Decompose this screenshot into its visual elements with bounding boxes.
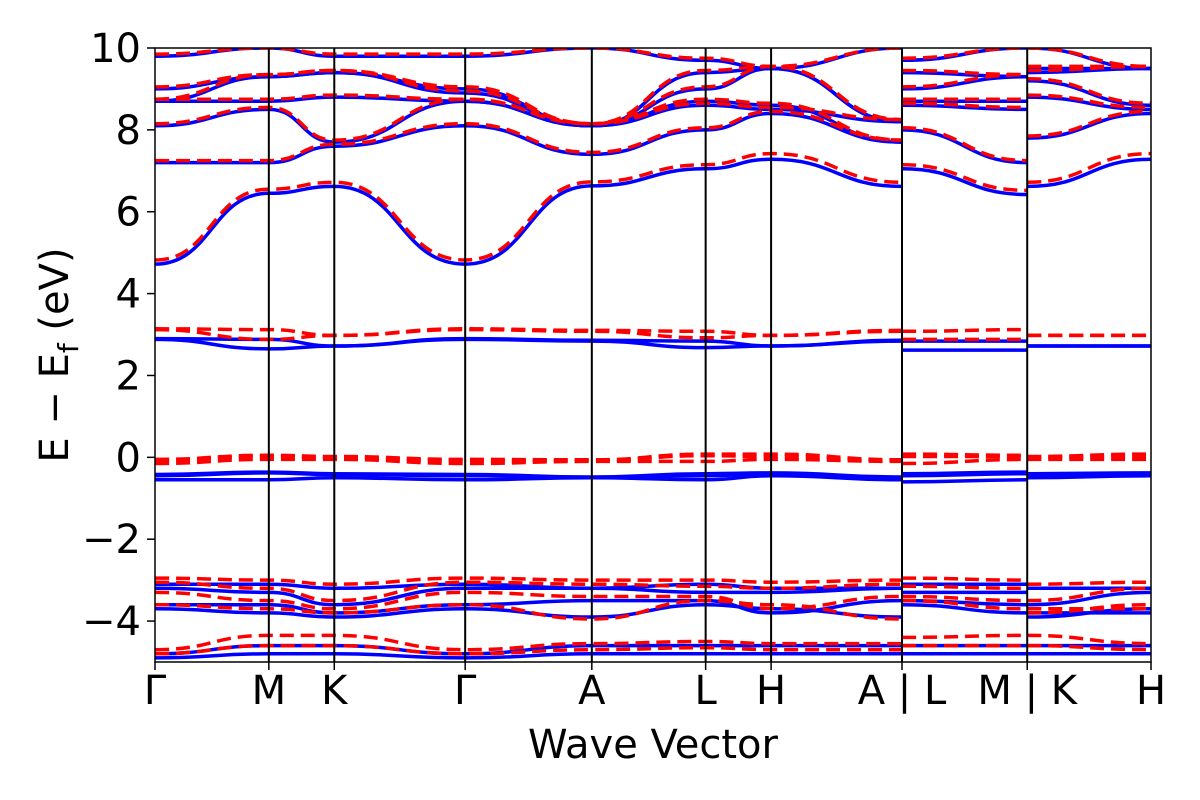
band-line bbox=[901, 594, 1028, 603]
band-line bbox=[1027, 111, 1151, 140]
band-line bbox=[1027, 93, 1151, 110]
x-tick-label: M bbox=[252, 668, 287, 714]
band-line bbox=[901, 576, 1028, 582]
band-line bbox=[155, 66, 903, 128]
y-tick-label: 2 bbox=[116, 353, 141, 399]
band-line bbox=[901, 602, 1028, 615]
band-line bbox=[901, 584, 1028, 591]
band-line bbox=[901, 598, 1028, 607]
band-line bbox=[1027, 643, 1151, 652]
band-line bbox=[155, 590, 903, 611]
y-axis-label: E − Ef (eV) bbox=[32, 247, 85, 462]
band-line bbox=[1027, 586, 1151, 603]
band-line bbox=[155, 586, 903, 607]
x-tick-label: L bbox=[694, 668, 717, 714]
band-line bbox=[155, 652, 902, 660]
x-tick-label: Γ bbox=[144, 668, 167, 714]
band-line bbox=[901, 128, 1028, 165]
y-tick-label: 10 bbox=[90, 26, 141, 72]
band-line bbox=[1027, 602, 1151, 615]
y-axis-label-suffix: (eV) bbox=[32, 247, 78, 343]
band-line bbox=[901, 470, 1028, 476]
band-line bbox=[1027, 471, 1151, 476]
y-tick-label: −2 bbox=[82, 517, 141, 563]
band-line bbox=[155, 93, 903, 142]
band-line bbox=[901, 162, 1028, 193]
band-line bbox=[155, 643, 902, 656]
band-line bbox=[155, 457, 903, 466]
band-line bbox=[901, 103, 1028, 112]
y-axis-label-main: E − E bbox=[32, 353, 78, 463]
band-line bbox=[1027, 157, 1151, 189]
band-line bbox=[155, 633, 902, 652]
band-line bbox=[901, 327, 1028, 334]
band-line bbox=[901, 126, 1028, 163]
band-line bbox=[901, 72, 1028, 89]
band-line bbox=[1027, 454, 1151, 460]
band-line bbox=[155, 151, 903, 262]
band-line bbox=[1027, 78, 1151, 108]
y-tick-label: 8 bbox=[116, 108, 141, 154]
band-line bbox=[901, 167, 1028, 197]
band-line bbox=[1027, 580, 1151, 586]
x-tick-label: M | K bbox=[977, 668, 1078, 714]
band-line bbox=[901, 478, 1028, 484]
band-line bbox=[1027, 474, 1151, 480]
band-line bbox=[155, 580, 903, 603]
x-tick-label: K bbox=[321, 668, 349, 714]
y-tick-label: 0 bbox=[116, 435, 141, 481]
band-line bbox=[155, 327, 903, 338]
band-line bbox=[1027, 48, 1151, 69]
band-line bbox=[1027, 109, 1151, 138]
x-tick-label: A | L bbox=[858, 668, 947, 714]
band-line bbox=[155, 157, 903, 266]
x-axis-label: Wave Vector bbox=[528, 722, 779, 768]
band-line bbox=[901, 68, 1028, 77]
plot-frame bbox=[154, 47, 1152, 663]
band-line bbox=[1027, 452, 1151, 459]
band-line bbox=[901, 74, 1028, 91]
band-line bbox=[901, 633, 1028, 640]
y-axis-ticks: −4 −2 0 2 4 6 8 10 bbox=[82, 26, 155, 645]
band-line bbox=[901, 452, 1028, 458]
band-line bbox=[1027, 151, 1151, 185]
y-tick-label: 6 bbox=[116, 190, 141, 236]
band-line bbox=[901, 598, 1028, 611]
high-symmetry-lines bbox=[267, 48, 1029, 662]
band-line bbox=[1027, 590, 1151, 607]
x-tick-label: H bbox=[1136, 668, 1166, 714]
x-tick-label: Γ bbox=[454, 668, 477, 714]
band-line bbox=[1027, 633, 1151, 646]
y-axis-label-subscript: f bbox=[52, 342, 85, 353]
band-line bbox=[901, 457, 1028, 466]
band-line bbox=[1027, 76, 1151, 106]
x-tick-label: H bbox=[756, 668, 786, 714]
y-tick-label: 4 bbox=[116, 272, 141, 318]
band-line bbox=[901, 101, 1028, 110]
band-line bbox=[1027, 95, 1151, 112]
x-tick-label: A bbox=[578, 668, 606, 714]
bands-layer bbox=[155, 48, 1151, 660]
y-tick-label: −4 bbox=[82, 599, 141, 645]
